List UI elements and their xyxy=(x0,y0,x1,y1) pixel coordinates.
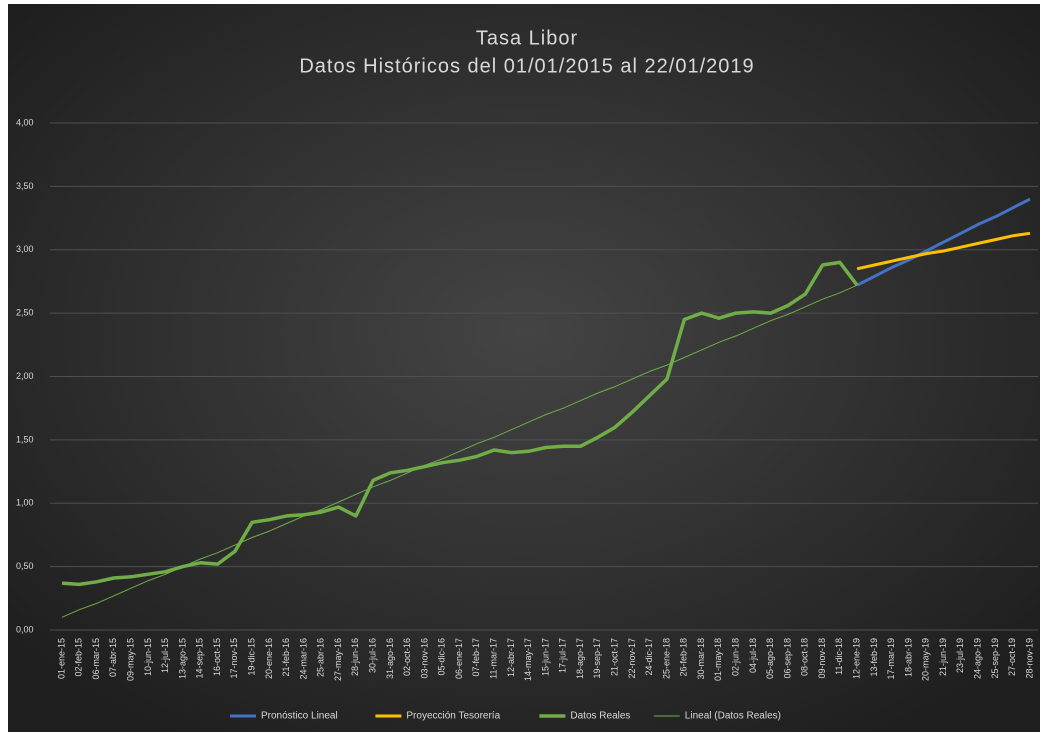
legend-label: Lineal (Datos Reales) xyxy=(685,711,781,722)
chart-title: Tasa Libor xyxy=(476,27,578,49)
x-tick-label: 21-feb-16 xyxy=(281,638,291,677)
x-tick-label: 13-feb-19 xyxy=(869,638,879,677)
x-tick-label: 06-sep-18 xyxy=(782,638,792,679)
x-tick-label: 16-oct-15 xyxy=(212,638,222,676)
x-tick-label: 18-ago-17 xyxy=(575,638,585,679)
x-tick-label: 12-ene-19 xyxy=(852,638,862,679)
x-tick-label: 23-jul-19 xyxy=(955,638,965,673)
x-tick-label: 28-nov-19 xyxy=(1024,638,1034,679)
y-tick-label: 1,50 xyxy=(16,434,34,444)
x-tick-label: 14-may-17 xyxy=(523,638,533,681)
x-tick-label: 17-mar-19 xyxy=(886,638,896,680)
x-tick-label: 21-jun-19 xyxy=(938,638,948,676)
x-tick-label: 31-ago-16 xyxy=(385,638,395,679)
x-tick-label: 11-dic-18 xyxy=(834,638,844,675)
x-tick-label: 05-dic-16 xyxy=(437,638,447,676)
x-tick-label: 30-mar-18 xyxy=(696,638,706,680)
x-tick-label: 28-jun-16 xyxy=(350,638,360,676)
x-tick-label: 20-ene-16 xyxy=(264,638,274,679)
x-tick-label: 22-nov-17 xyxy=(627,638,637,679)
x-tick-label: 17-jul-17 xyxy=(558,638,568,673)
x-tick-label: 06-ene-17 xyxy=(454,638,464,679)
x-tick-label: 11-mar-17 xyxy=(489,638,499,679)
x-tick-label: 04-jul-18 xyxy=(748,638,758,673)
x-tick-label: 27-may-16 xyxy=(333,638,343,681)
x-tick-label: 20-may-19 xyxy=(921,638,931,681)
series-line xyxy=(856,231,1031,271)
x-tick-label: 24-mar-16 xyxy=(298,638,308,680)
y-tick-label: 3,00 xyxy=(16,244,34,254)
chart-background xyxy=(8,4,1040,732)
x-tick-label: 02-oct-16 xyxy=(402,638,412,676)
legend-label: Proyección Tesorería xyxy=(406,711,500,722)
x-tick-label: 17-nov-15 xyxy=(229,638,239,679)
x-tick-label: 18-abr-19 xyxy=(903,638,913,677)
legend-label: Pronóstico Lineal xyxy=(261,711,338,722)
y-tick-label: 0,00 xyxy=(16,624,34,634)
x-tick-label: 13-ago-15 xyxy=(177,638,187,679)
x-tick-label: 24-ago-19 xyxy=(973,638,983,679)
series-line xyxy=(61,284,858,618)
x-tick-label: 08-oct-18 xyxy=(800,638,810,676)
x-tick-label: 25-abr-16 xyxy=(316,638,326,677)
x-tick-label: 15-jun-17 xyxy=(540,638,550,676)
x-tick-label: 19-sep-17 xyxy=(592,638,602,679)
x-tick-label: 10-jun-15 xyxy=(143,638,153,676)
x-tick-label: 01-may-18 xyxy=(713,638,723,681)
x-tick-label: 12-jul-15 xyxy=(160,638,170,673)
x-tick-label: 07-feb-17 xyxy=(471,638,481,677)
x-tick-label: 09-nov-18 xyxy=(817,638,827,679)
x-tick-label: 24-dic-17 xyxy=(644,638,654,676)
chart-subtitle: Datos Históricos del 01/01/2015 al 22/01… xyxy=(299,55,754,77)
y-tick-label: 2,00 xyxy=(16,371,34,381)
x-tick-label: 26-feb-18 xyxy=(679,638,689,677)
y-tick-label: 4,00 xyxy=(16,117,34,127)
x-tick-label: 19-dic-15 xyxy=(247,638,257,676)
x-tick-label: 21-oct-17 xyxy=(610,638,620,676)
x-tick-label: 25-sep-19 xyxy=(990,638,1000,679)
x-tick-label: 02-jun-18 xyxy=(731,638,741,676)
x-tick-label: 03-nov-16 xyxy=(419,638,429,679)
x-tick-label: 01-ene-15 xyxy=(56,638,66,679)
x-tick-label: 09-may-15 xyxy=(126,638,136,681)
y-tick-label: 2,50 xyxy=(16,308,34,318)
x-tick-label: 25-ene-18 xyxy=(661,638,671,679)
x-tick-label: 02-feb-15 xyxy=(74,638,84,677)
y-tick-label: 0,50 xyxy=(16,561,34,571)
series-line xyxy=(856,197,1031,287)
x-tick-label: 05-ago-18 xyxy=(765,638,775,679)
x-tick-label: 07-abr-15 xyxy=(108,638,118,677)
x-tick-label: 30-jul-16 xyxy=(368,638,378,673)
y-tick-label: 1,00 xyxy=(16,498,34,508)
x-tick-label: 14-sep-15 xyxy=(195,638,205,679)
x-tick-label: 12-abr-17 xyxy=(506,638,516,677)
x-tick-label: 27-oct-19 xyxy=(1007,638,1017,676)
x-tick-label: 06-mar-15 xyxy=(91,638,101,680)
series-line xyxy=(61,260,859,587)
y-tick-label: 3,50 xyxy=(16,181,34,191)
legend-label: Datos Reales xyxy=(570,711,630,722)
